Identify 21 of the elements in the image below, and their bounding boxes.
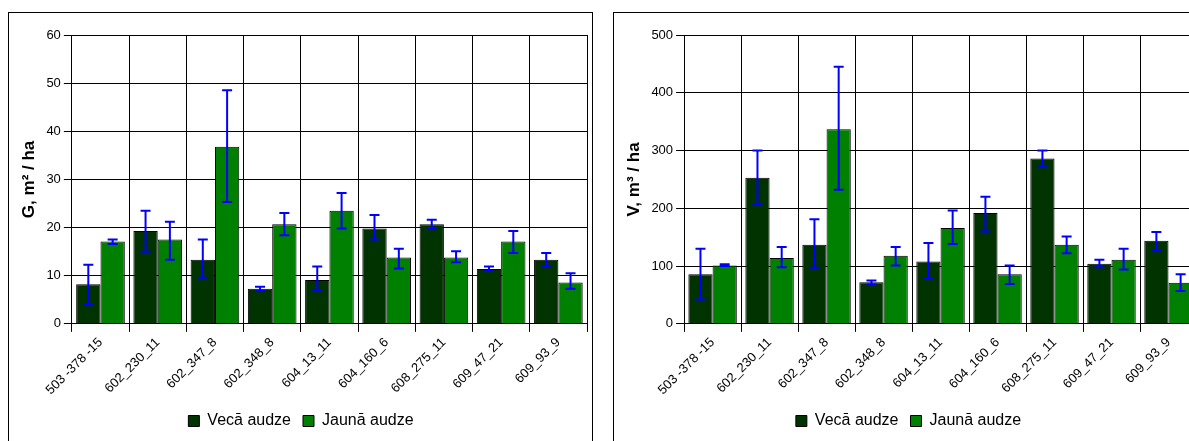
- y-tick-label: 0: [665, 315, 674, 331]
- y-tick-label: 20: [46, 219, 61, 235]
- legend-label: Jaunā audze: [322, 411, 414, 429]
- y-tick-label: 400: [651, 84, 674, 100]
- y-tick-label: 50: [46, 74, 61, 90]
- y-axis-title: G, m² / ha: [18, 140, 38, 219]
- y-tick-label: 100: [651, 257, 674, 273]
- y-tick-label: 10: [46, 267, 61, 283]
- x-tick-label: 503 -378 -15: [654, 334, 718, 398]
- y-axis-title: V, m³ / ha: [623, 141, 643, 217]
- y-tick-label: 300: [651, 142, 674, 158]
- legend-label: Jaunā audze: [929, 411, 1022, 429]
- y-tick-label: 60: [46, 26, 61, 42]
- legend-label: Vecā audze: [207, 411, 292, 429]
- y-tick-label: 40: [46, 122, 61, 138]
- x-tick-label: 503 -378 -15: [42, 334, 106, 398]
- y-tick-label: 500: [651, 26, 674, 42]
- y-tick-label: 30: [46, 171, 61, 186]
- y-tick-label: 0: [53, 315, 61, 331]
- legend-label: Vecā audze: [814, 411, 899, 429]
- y-tick-label: 200: [651, 199, 674, 215]
